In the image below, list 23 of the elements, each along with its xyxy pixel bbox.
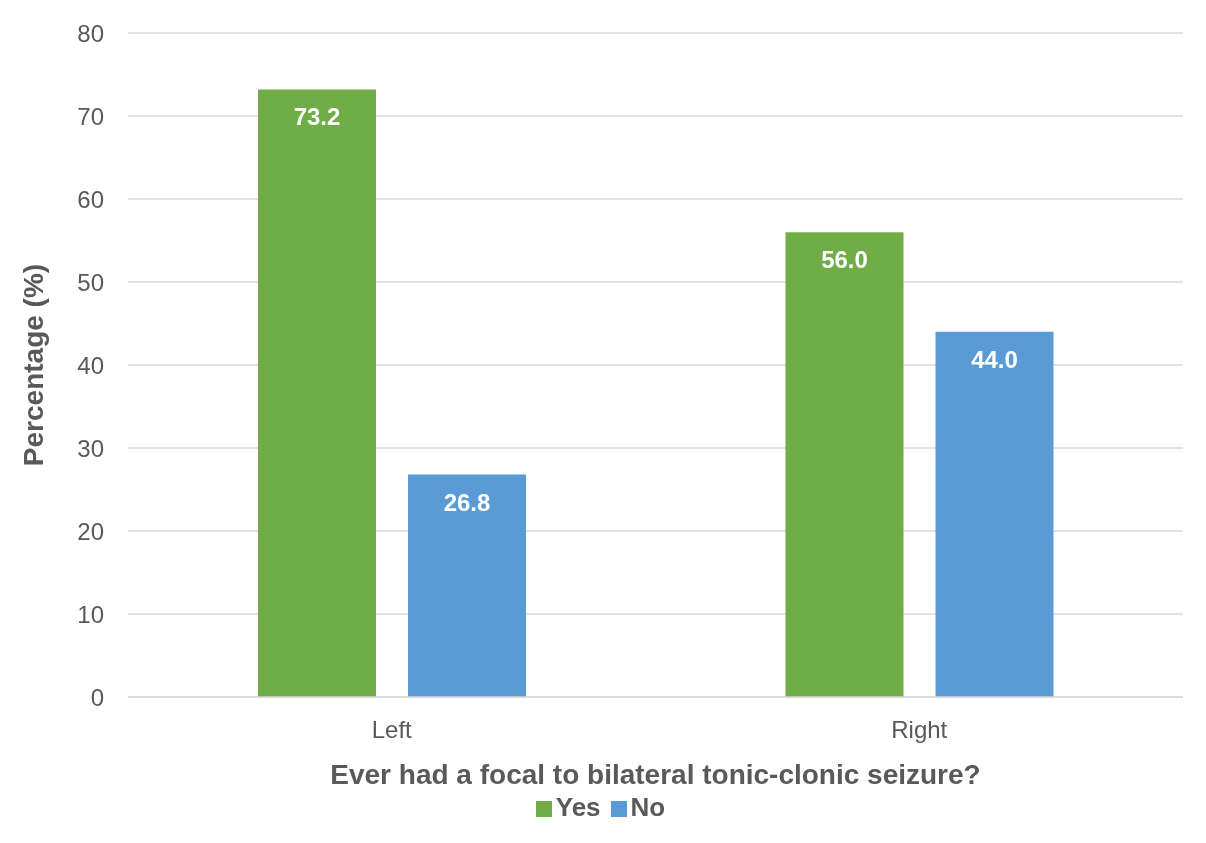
x-tick-label: Left <box>371 716 413 744</box>
bar <box>785 232 904 697</box>
y-tick-label: 40 <box>77 351 104 379</box>
legend-label: No <box>630 792 666 822</box>
bar <box>258 89 376 697</box>
y-tick-label: 20 <box>77 517 104 545</box>
data-label: 73.2 <box>293 103 341 131</box>
legend-label: Yes <box>555 792 601 822</box>
y-tick-label: 70 <box>77 102 104 130</box>
y-tick-label: 80 <box>77 19 104 47</box>
bar <box>408 474 526 697</box>
bar <box>935 331 1054 697</box>
data-label: 44.0 <box>971 345 1018 373</box>
x-tick-label: Right <box>891 716 948 744</box>
y-tick-label: 50 <box>77 268 104 296</box>
y-axis-title: Percentage (%) <box>17 263 49 467</box>
y-tick-label: 10 <box>77 600 104 628</box>
y-tick-label: 60 <box>77 185 104 213</box>
x-axis-title: Ever had a focal to bilateral tonic-clonic seizure? <box>330 759 981 790</box>
data-label: 26.8 <box>443 488 491 516</box>
y-tick-label: 0 <box>90 683 104 711</box>
y-tick-label: 30 <box>77 434 104 462</box>
data-label: 56.0 <box>821 246 868 274</box>
